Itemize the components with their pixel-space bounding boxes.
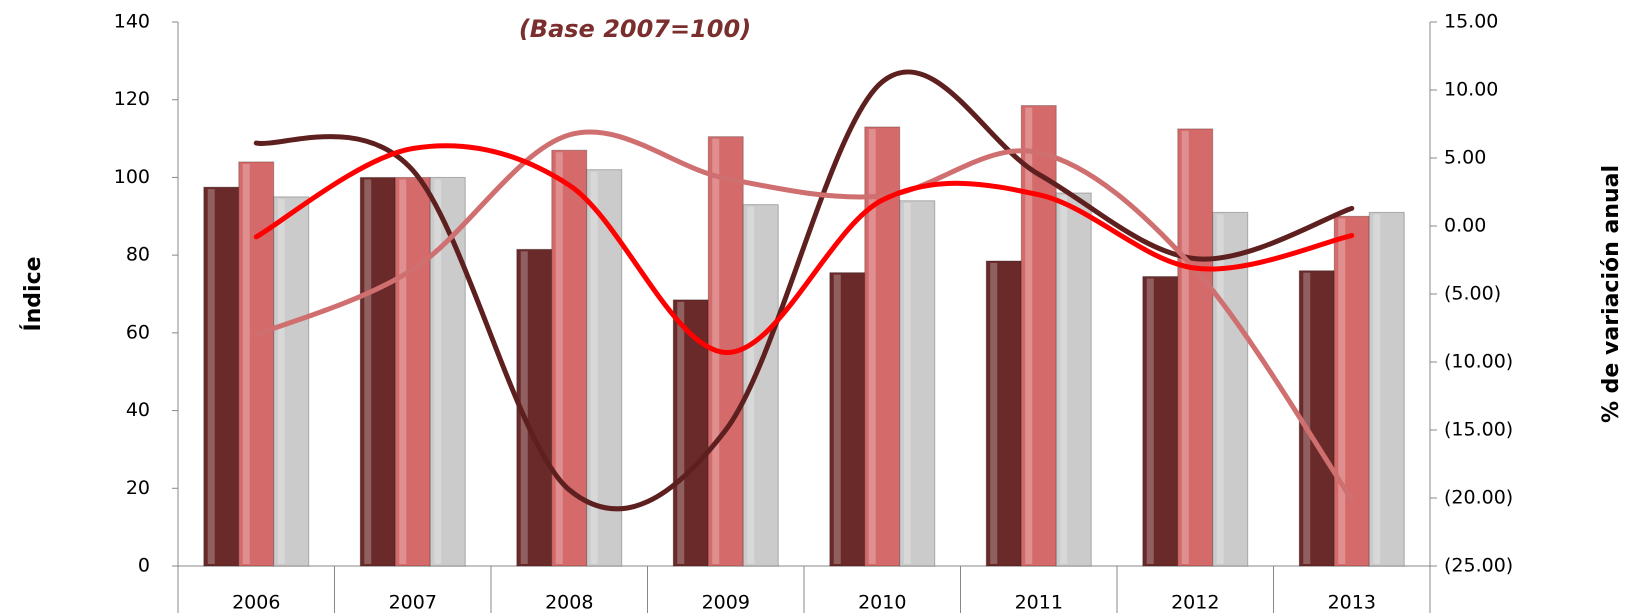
bar bbox=[1055, 192, 1092, 567]
y-tick-label: 140 bbox=[114, 11, 150, 33]
bar-highlight bbox=[1216, 214, 1224, 564]
bar-highlight bbox=[590, 171, 598, 564]
bar-highlight bbox=[520, 251, 528, 565]
y2-axis-title: % de variación anual bbox=[1599, 165, 1624, 423]
bar-highlight bbox=[1303, 272, 1311, 564]
bar-highlight bbox=[1373, 214, 1381, 564]
x-tick-label: 2011 bbox=[1015, 592, 1063, 613]
bar bbox=[1333, 215, 1370, 567]
bar bbox=[359, 176, 396, 567]
bar-highlight bbox=[1146, 278, 1154, 564]
bar bbox=[1142, 276, 1179, 567]
bar bbox=[985, 260, 1022, 567]
bar-highlight bbox=[399, 179, 407, 564]
bar-highlight bbox=[277, 198, 285, 564]
bar bbox=[394, 176, 431, 567]
line bbox=[253, 143, 1355, 355]
bar-highlight bbox=[1060, 194, 1068, 564]
y-axis-title: Índice bbox=[20, 256, 46, 331]
x-tick-label: 2008 bbox=[545, 592, 593, 613]
bar bbox=[273, 196, 310, 567]
bar bbox=[829, 272, 866, 567]
line bbox=[253, 69, 1355, 512]
bar-highlight bbox=[1181, 130, 1189, 564]
bar-highlight bbox=[990, 262, 998, 564]
y2-tick-label: 5.00 bbox=[1444, 147, 1486, 169]
y-tick-label: 100 bbox=[114, 166, 150, 188]
bar-highlight bbox=[868, 128, 876, 564]
chart-subtitle: (Base 2007=100) bbox=[519, 15, 751, 43]
y2-tick-label: 0.00 bbox=[1444, 215, 1486, 237]
x-tick-label: 2007 bbox=[389, 592, 437, 613]
bar-highlight bbox=[1025, 107, 1033, 565]
bar-highlight bbox=[434, 179, 442, 564]
y-tick-label: 40 bbox=[126, 399, 150, 421]
x-tick-label: 2006 bbox=[232, 592, 280, 613]
y2-tick-label: (5.00) bbox=[1444, 283, 1501, 305]
y2-tick-label: (10.00) bbox=[1444, 351, 1513, 373]
y2-tick-label: (20.00) bbox=[1444, 487, 1513, 509]
y-tick-label: 80 bbox=[126, 244, 150, 266]
bar-highlight bbox=[833, 274, 841, 564]
y-tick-label: 120 bbox=[114, 88, 150, 110]
bar-highlight bbox=[903, 202, 911, 564]
y-tick-label: 20 bbox=[126, 477, 150, 499]
y-tick-label: 0 bbox=[138, 555, 150, 577]
y2-tick-label: 10.00 bbox=[1444, 79, 1498, 101]
x-tick-label: 2010 bbox=[858, 592, 906, 613]
x-tick-label: 2013 bbox=[1328, 592, 1376, 613]
bar bbox=[203, 186, 240, 567]
y2-tick-label: (15.00) bbox=[1444, 419, 1513, 441]
bar-highlight bbox=[1338, 218, 1346, 565]
bar bbox=[1177, 128, 1214, 567]
x-tick-label: 2009 bbox=[702, 592, 750, 613]
bar bbox=[1212, 211, 1249, 567]
bar-highlight bbox=[242, 163, 250, 564]
bar-highlight bbox=[207, 189, 215, 564]
bar-highlight bbox=[364, 179, 372, 564]
y2-tick-label: 15.00 bbox=[1444, 11, 1498, 33]
x-tick-label: 2012 bbox=[1171, 592, 1219, 613]
bar-highlight bbox=[677, 301, 685, 564]
bar bbox=[899, 200, 936, 567]
bar-highlight bbox=[555, 152, 563, 564]
y2-tick-label: (25.00) bbox=[1444, 555, 1513, 577]
bar bbox=[1368, 211, 1405, 567]
bar bbox=[1298, 270, 1335, 567]
y-tick-label: 60 bbox=[126, 321, 150, 343]
